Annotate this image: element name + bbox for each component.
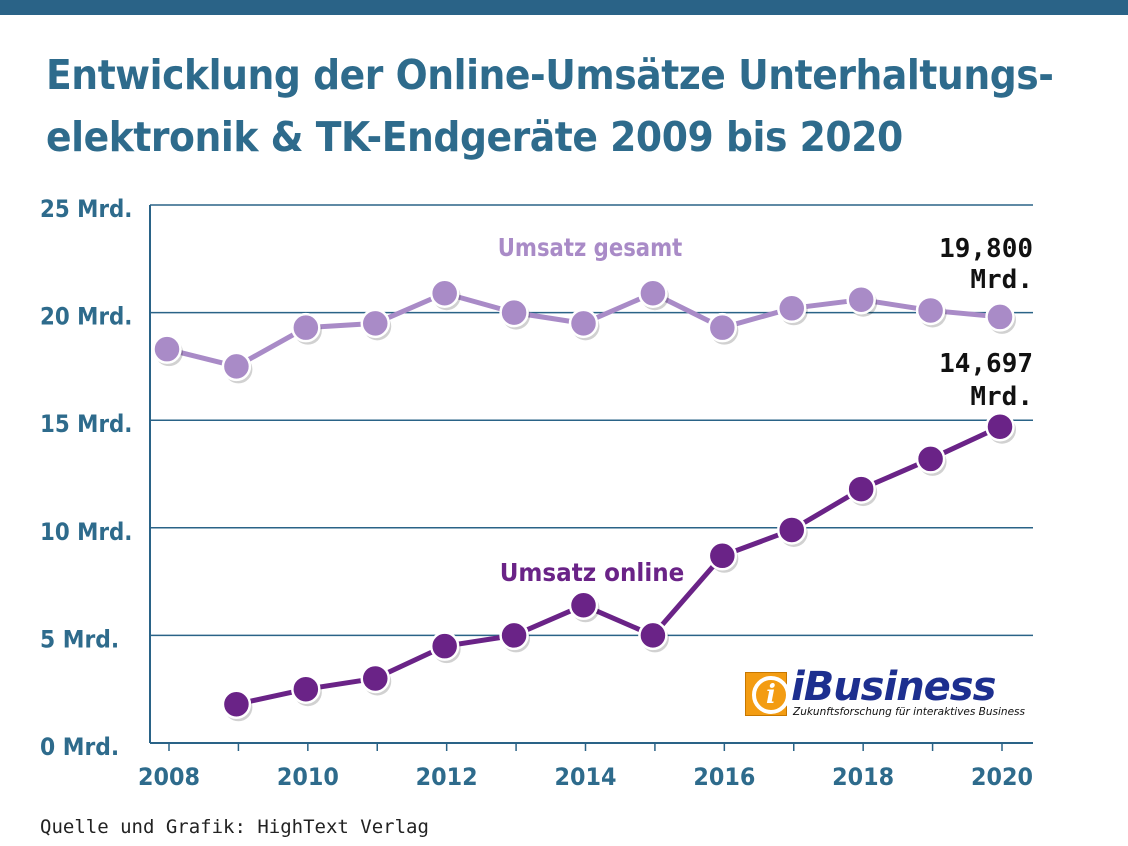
data-point <box>638 278 668 308</box>
end-value-label: 19,800 <box>939 234 1033 264</box>
data-point <box>429 278 460 308</box>
top-accent-bar <box>0 0 1128 15</box>
y-tick-label: 5 Mrd. <box>40 625 119 653</box>
x-tick-label: 2016 <box>693 763 755 791</box>
end-value-unit: Mrd. <box>970 382 1033 412</box>
data-point <box>568 590 599 621</box>
data-point <box>291 312 321 343</box>
data-point <box>360 663 390 694</box>
y-tick-label: 15 Mrd. <box>40 410 132 438</box>
data-point <box>846 284 876 315</box>
x-tick-label: 2008 <box>138 763 200 791</box>
data-point <box>499 297 529 328</box>
data-point <box>221 689 252 720</box>
data-point <box>707 312 738 343</box>
end-value-unit: Mrd. <box>970 265 1033 295</box>
data-point <box>499 620 529 651</box>
x-tick-label: 2012 <box>416 763 478 791</box>
data-point <box>707 541 738 571</box>
data-point <box>360 308 390 339</box>
y-tick-label: 10 Mrd. <box>40 518 132 546</box>
logo-mark-icon: i <box>745 672 790 716</box>
x-tick-label: 2014 <box>555 763 617 791</box>
source-note: Quelle und Grafik: HighText Verlag <box>40 816 429 838</box>
data-point <box>777 293 807 324</box>
data-point <box>568 308 599 339</box>
data-point <box>915 444 946 474</box>
logo-tagline: Zukunftsforschung für interaktives Busin… <box>793 706 1025 718</box>
y-tick-label: 0 Mrd. <box>40 733 119 761</box>
chart-title: Entwicklung der Online-Umsätze Unterhalt… <box>46 44 1054 168</box>
x-tick-label: 2020 <box>971 763 1033 791</box>
logo-at-symbol: i <box>752 676 790 714</box>
end-value-label: 14,697 <box>939 349 1033 379</box>
ibusiness-logo: i iBusiness Zukunftsforschung für intera… <box>745 664 1030 718</box>
series-label: Umsatz gesamt <box>498 233 683 262</box>
data-point <box>152 334 182 364</box>
data-point <box>777 515 807 545</box>
x-tick-label: 2010 <box>277 763 339 791</box>
data-point <box>915 295 946 326</box>
series-label: Umsatz online <box>500 558 685 587</box>
chart-title-line-2: elektronik & TK-Endgeräte 2009 bis 2020 <box>46 113 903 161</box>
chart-title-line-1: Entwicklung der Online-Umsätze Unterhalt… <box>46 51 1054 99</box>
y-tick-label: 20 Mrd. <box>40 303 132 331</box>
data-point <box>429 631 460 661</box>
data-point <box>638 620 668 651</box>
data-point <box>985 411 1015 442</box>
data-point <box>221 351 252 382</box>
x-tick-label: 2018 <box>832 763 894 791</box>
data-point <box>985 302 1015 332</box>
data-point <box>291 674 321 704</box>
y-tick-label: 25 Mrd. <box>40 195 132 223</box>
data-point <box>846 474 876 504</box>
logo-wordmark: iBusiness <box>791 664 996 710</box>
